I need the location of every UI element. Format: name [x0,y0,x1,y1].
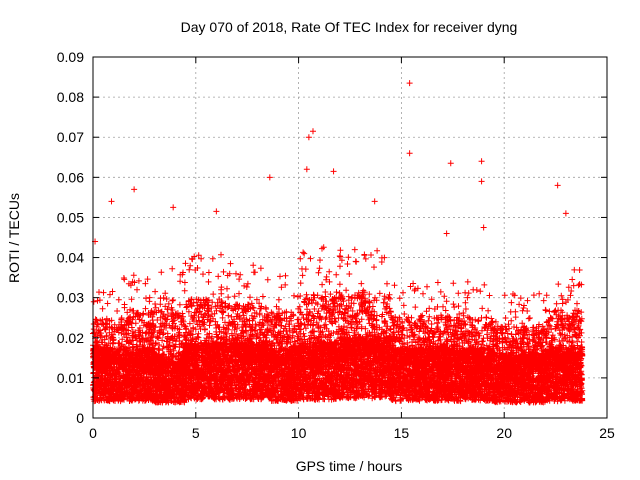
scatter-point [371,198,378,205]
scatter-point [554,182,561,189]
plot-frame [92,56,608,419]
scatter-point [447,160,454,167]
scatter-point [443,230,450,237]
scatter-point [562,210,569,217]
scatter-point [478,158,485,165]
y-axis-ticks: 0 0.01 0.02 0.03 0.04 0.05 0.06 0.07 0.08 0.09 [57,49,607,426]
scatter-point [266,174,273,181]
y-axis-title: ROTI / TECUs [6,193,22,283]
x-axis-title: GPS time / hours [296,458,403,474]
x-tick-label: 5 [192,425,200,441]
x-tick-label: 25 [599,425,615,441]
y-tick-label: 0 [76,410,84,426]
scatter-point [309,128,316,135]
y-tick-label: 0.04 [57,250,84,266]
scatter-point [406,80,413,87]
y-tick-label: 0.05 [57,209,84,225]
data-points [90,80,586,406]
scatter-point [303,166,310,173]
y-tick-label: 0.07 [57,129,84,145]
y-tick-label: 0.09 [57,49,84,65]
scatter-point [108,198,115,205]
y-tick-label: 0.06 [57,169,84,185]
scatter-point [330,168,337,175]
scatter-point [305,134,312,141]
chart-title: Day 070 of 2018, Rate Of TEC Index for r… [181,19,518,35]
scatter-point [170,204,177,211]
scatter-point [406,150,413,157]
scatter-point-cloud [90,244,586,406]
scatter-point [131,186,138,193]
x-tick-label: 0 [89,425,97,441]
x-tick-label: 15 [394,425,410,441]
scatter-point [213,208,220,215]
y-tick-label: 0.03 [57,290,84,306]
scatter-point [478,178,485,185]
y-tick-label: 0.02 [57,330,84,346]
scatter-point [480,224,487,231]
x-tick-label: 10 [291,425,307,441]
x-tick-label: 20 [496,425,512,441]
y-tick-label: 0.08 [57,89,84,105]
x-axis-ticks: 0 5 10 15 20 25 [89,57,615,441]
y-tick-label: 0.01 [57,370,84,386]
